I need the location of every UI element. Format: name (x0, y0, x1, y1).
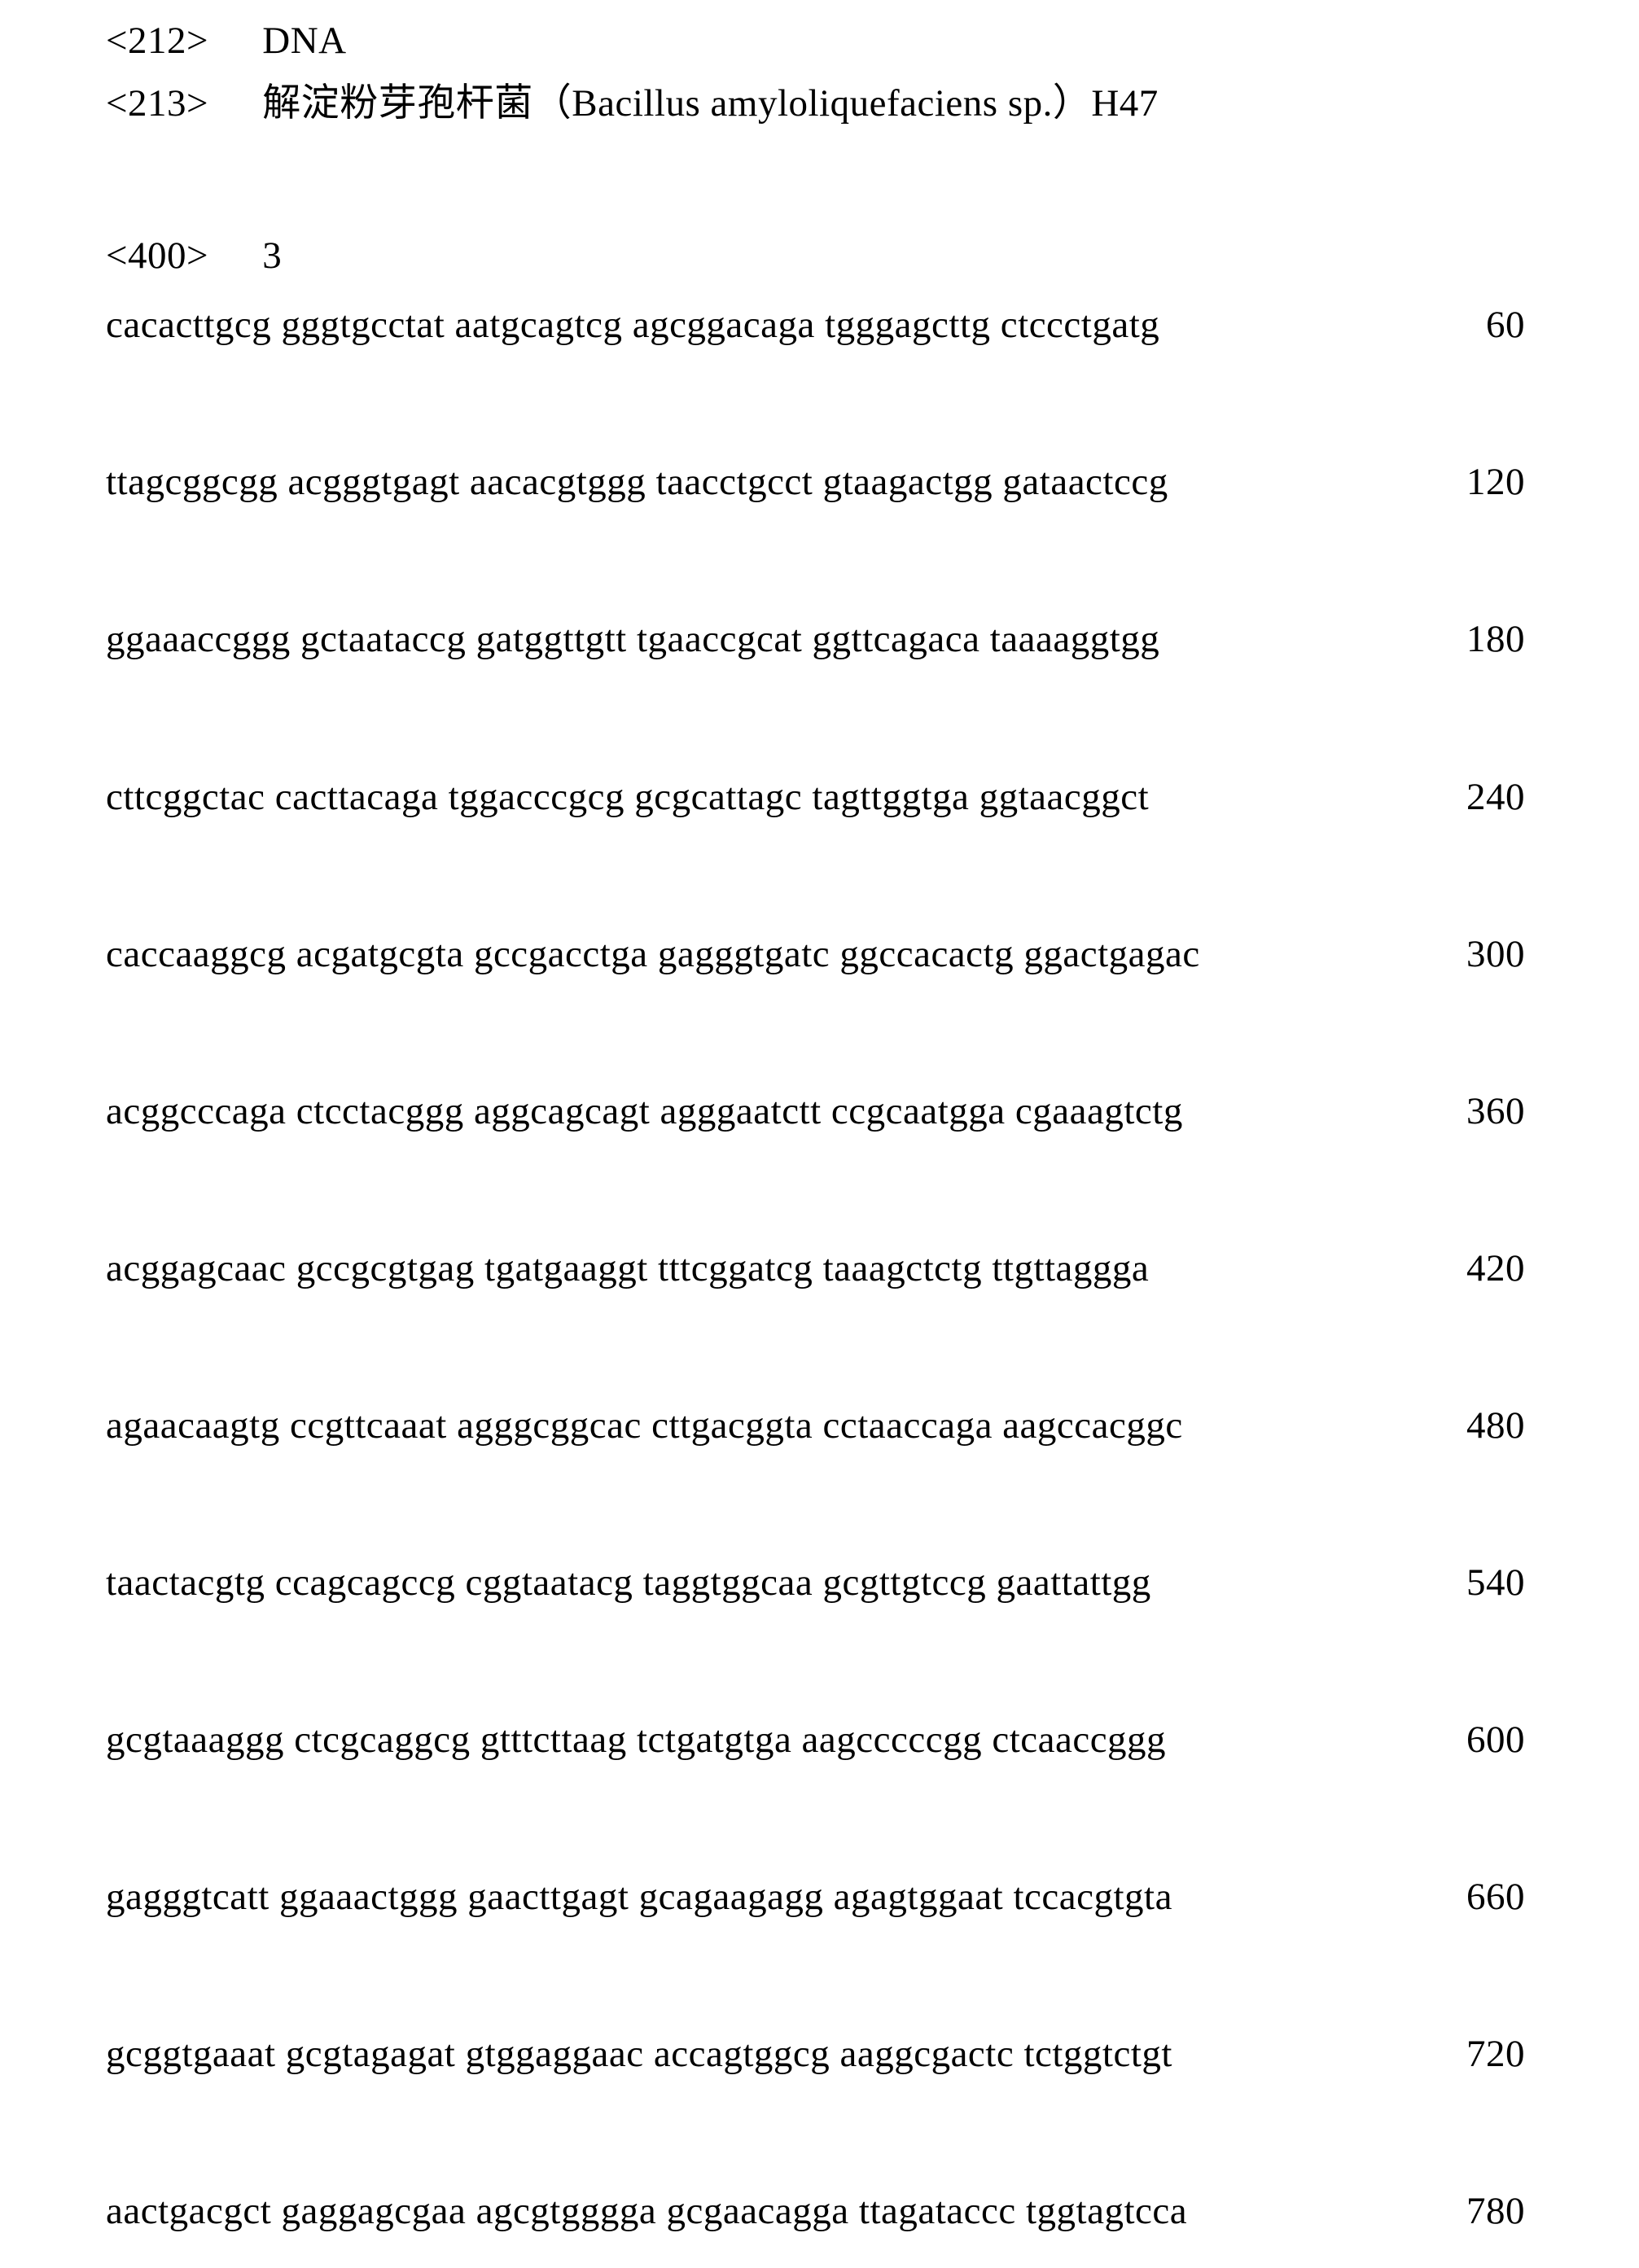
sequence-position: 540 (1411, 1558, 1533, 1608)
sequence-position: 600 (1411, 1715, 1533, 1765)
sequence-text: gcgtaaaggg ctcgcaggcg gtttcttaag tctgatg… (106, 1715, 1166, 1765)
sequence-position: 780 (1411, 2187, 1533, 2236)
sequence-text: aactgacgct gaggagcgaa agcgtgggga gcgaaca… (106, 2187, 1187, 2236)
sequence-text: caccaaggcg acgatgcgta gccgacctga gagggtg… (106, 930, 1200, 979)
sequence-row: acggagcaac gccgcgtgag tgatgaaggt tttcgga… (106, 1244, 1533, 1294)
sequence-text: ggaaaccggg gctaataccg gatggttgtt tgaaccg… (106, 615, 1159, 664)
sequence-position: 360 (1411, 1087, 1533, 1136)
sequence-listing-page: <212> DNA <213> 解淀粉芽孢杆菌（Bacillus amyloli… (0, 0, 1639, 2268)
meta-213-tag: <213> (106, 79, 252, 129)
meta-400-value: 3 (262, 234, 282, 277)
sequence-position: 420 (1411, 1244, 1533, 1294)
sequence-row: gcgtaaaggg ctcgcaggcg gtttcttaag tctgatg… (106, 1715, 1533, 1765)
sequence-row: agaacaagtg ccgttcaaat agggcggcac cttgacg… (106, 1401, 1533, 1451)
sequence-text: ttagcggcgg acgggtgagt aacacgtggg taacctg… (106, 458, 1168, 507)
sequence-row: taactacgtg ccagcagccg cggtaatacg taggtgg… (106, 1558, 1533, 1608)
sequence-row: ttagcggcgg acgggtgagt aacacgtggg taacctg… (106, 458, 1533, 507)
meta-212-line: <212> DNA (106, 16, 1533, 66)
sequence-position: 180 (1411, 615, 1533, 664)
meta-213-value: 解淀粉芽孢杆菌（Bacillus amyloliquefaciens sp.）H… (262, 82, 1159, 125)
sequence-container: cacacttgcg gggtgcctat aatgcagtcg agcggac… (106, 300, 1533, 2236)
sequence-row: cacacttgcg gggtgcctat aatgcagtcg agcggac… (106, 300, 1533, 350)
sequence-text: cttcggctac cacttacaga tggacccgcg gcgcatt… (106, 773, 1149, 822)
meta-400-tag: <400> (106, 231, 252, 281)
sequence-text: taactacgtg ccagcagccg cggtaatacg taggtgg… (106, 1558, 1151, 1608)
meta-212-value: DNA (262, 20, 346, 62)
sequence-position: 60 (1411, 300, 1533, 350)
meta-212-tag: <212> (106, 16, 252, 66)
sequence-text: cacacttgcg gggtgcctat aatgcagtcg agcggac… (106, 300, 1159, 350)
spacer (106, 142, 1533, 231)
sequence-row: gagggtcatt ggaaactggg gaacttgagt gcagaag… (106, 1872, 1533, 1922)
sequence-text: gagggtcatt ggaaactggg gaacttgagt gcagaag… (106, 1872, 1172, 1922)
sequence-text: acggagcaac gccgcgtgag tgatgaaggt tttcgga… (106, 1244, 1149, 1294)
sequence-text: gcggtgaaat gcgtagagat gtggaggaac accagtg… (106, 2029, 1172, 2079)
sequence-text: agaacaagtg ccgttcaaat agggcggcac cttgacg… (106, 1401, 1183, 1451)
sequence-position: 300 (1411, 930, 1533, 979)
meta-400-line: <400> 3 (106, 231, 1533, 281)
sequence-position: 660 (1411, 1872, 1533, 1922)
sequence-row: ggaaaccggg gctaataccg gatggttgtt tgaaccg… (106, 615, 1533, 664)
sequence-position: 120 (1411, 458, 1533, 507)
sequence-row: caccaaggcg acgatgcgta gccgacctga gagggtg… (106, 930, 1533, 979)
sequence-row: cttcggctac cacttacaga tggacccgcg gcgcatt… (106, 773, 1533, 822)
sequence-position: 240 (1411, 773, 1533, 822)
sequence-row: gcggtgaaat gcgtagagat gtggaggaac accagtg… (106, 2029, 1533, 2079)
sequence-text: acggcccaga ctcctacggg aggcagcagt agggaat… (106, 1087, 1183, 1136)
sequence-row: aactgacgct gaggagcgaa agcgtgggga gcgaaca… (106, 2187, 1533, 2236)
meta-213-line: <213> 解淀粉芽孢杆菌（Bacillus amyloliquefaciens… (106, 79, 1533, 129)
sequence-position: 720 (1411, 2029, 1533, 2079)
sequence-position: 480 (1411, 1401, 1533, 1451)
sequence-row: acggcccaga ctcctacggg aggcagcagt agggaat… (106, 1087, 1533, 1136)
